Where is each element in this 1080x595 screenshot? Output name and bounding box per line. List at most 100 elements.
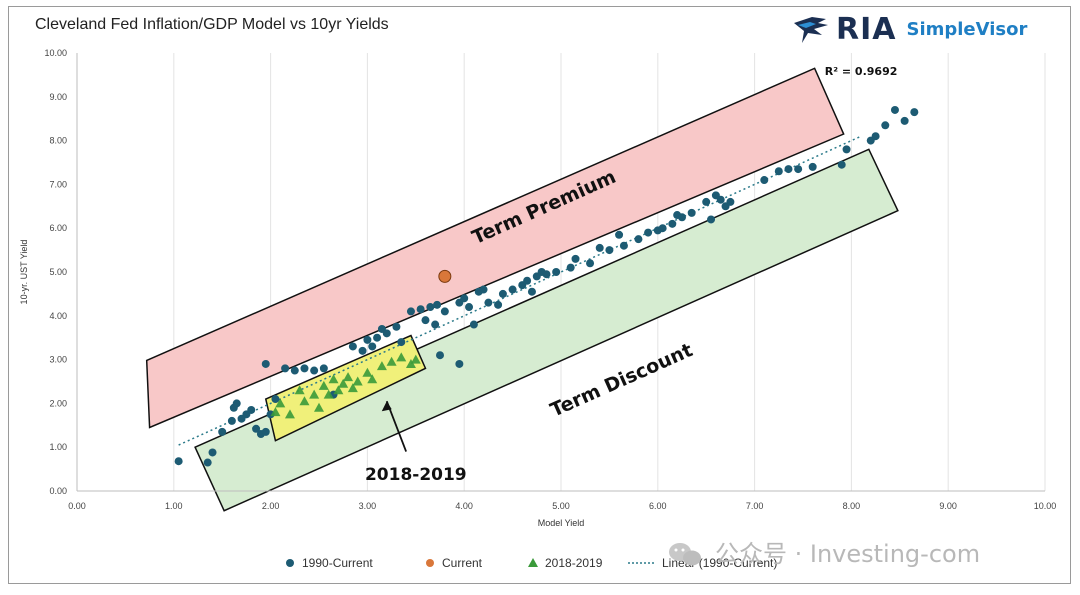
point-1990-current — [174, 457, 183, 466]
linear-trendline — [178, 135, 862, 446]
point-2018-2019 — [318, 380, 329, 390]
y-tick-label: 7.00 — [49, 179, 67, 189]
term-premium-band — [145, 67, 845, 429]
y-tick-label: 6.00 — [49, 223, 67, 233]
point-2018-2019 — [333, 385, 344, 395]
point-1990-current — [310, 366, 319, 375]
point-1990-current — [586, 259, 595, 268]
point-1990-current — [416, 305, 425, 314]
wechat-icon — [669, 543, 701, 566]
point-1990-current — [479, 285, 488, 294]
point-1990-current — [232, 399, 241, 408]
point-1990-current — [595, 243, 604, 252]
point-1990-current — [634, 235, 643, 244]
point-1990-current — [436, 351, 444, 360]
point-1990-current — [363, 335, 372, 344]
point-1990-current — [702, 197, 711, 206]
point-1990-current — [605, 246, 614, 255]
point-1990-current — [571, 254, 580, 263]
point-1990-current — [890, 105, 899, 114]
y-tick-label: 8.00 — [49, 136, 67, 146]
point-1990-current — [373, 333, 382, 342]
axes: 0.00 1.00 2.00 3.00 4.00 5.00 6.00 7.00 8.00 9.00… — [19, 48, 1056, 528]
point-1990-current — [808, 162, 817, 171]
point-1990-current — [871, 132, 880, 141]
point-1990-current — [523, 276, 532, 285]
annotation-arrow-line — [385, 400, 407, 452]
point-1990-current — [271, 395, 280, 404]
point-1990-current — [261, 427, 270, 436]
point-2018-2019 — [294, 385, 305, 395]
point-1990-current — [203, 458, 212, 467]
point-1990-current — [615, 230, 624, 239]
x-tick-label: 2.00 — [262, 501, 280, 511]
point-1990-current — [668, 219, 677, 228]
x-tick-label: 1.00 — [165, 501, 183, 511]
legend-label: Current — [442, 556, 483, 570]
point-2018-2019 — [362, 367, 373, 377]
point-2018-2019 — [367, 374, 378, 384]
point-2018-2019 — [299, 396, 310, 406]
y-tick-label: 10.00 — [44, 48, 67, 58]
point-1990-current — [261, 359, 270, 368]
point-1990-current — [716, 195, 725, 204]
point-1990-current — [552, 268, 561, 276]
chart-title: Cleveland Fed Inflation/GDP Model vs 10y… — [35, 16, 389, 33]
point-1990-current — [784, 165, 793, 174]
point-1990-current — [484, 298, 493, 307]
point-2018-2019 — [309, 389, 320, 399]
term-discount-band — [194, 148, 899, 512]
point-1990-current — [300, 364, 309, 373]
point-1990-current — [658, 224, 667, 233]
point-1990-current — [455, 359, 464, 368]
point-1990-current — [527, 287, 536, 296]
point-1990-current — [421, 316, 430, 325]
point-1990-current — [542, 270, 551, 279]
point-2018-2019 — [328, 374, 339, 384]
point-1990-current — [431, 320, 440, 329]
x-tick-label: 8.00 — [843, 501, 861, 511]
point-1990-current — [910, 108, 919, 117]
point-1990-current — [494, 300, 503, 309]
point-1990-current — [406, 307, 415, 316]
point-1990-current — [900, 116, 909, 125]
point-1990-current — [566, 263, 575, 272]
point-2018-2019 — [410, 354, 421, 364]
y-tick-label: 2.00 — [49, 398, 67, 408]
point-1990-current — [290, 366, 299, 375]
x-tick-label: 3.00 — [359, 501, 377, 511]
r-squared-label: R² = 0.9692 — [825, 65, 898, 78]
point-1990-current — [208, 448, 217, 457]
point-1990-current — [469, 320, 478, 329]
point-1990-current — [460, 294, 469, 303]
point-1990-current — [368, 342, 377, 351]
point-1990-current — [678, 213, 686, 222]
point-2018-2019 — [347, 383, 358, 393]
x-tick-label: 6.00 — [649, 501, 667, 511]
legend-marker — [426, 559, 434, 567]
eagle-logo-icon — [794, 17, 828, 43]
point-1990-current — [881, 121, 890, 130]
trendline — [178, 135, 862, 446]
point-2018-2019 — [275, 398, 286, 408]
logo-simplevisor-text: SimpleVisor — [906, 18, 1028, 40]
x-tick-label: 9.00 — [939, 501, 957, 511]
point-1990-current — [426, 303, 435, 312]
point-2018-2019 — [376, 361, 387, 371]
annotation-arrow-head — [381, 401, 392, 412]
point-1990-current — [358, 346, 367, 355]
x-tick-label: 5.00 — [552, 501, 570, 511]
point-2018-2019 — [314, 402, 324, 412]
point-2018-2019 — [343, 372, 354, 382]
point-1990-current — [687, 208, 696, 217]
x-tick-label: 10.00 — [1034, 501, 1057, 511]
point-1990-current — [433, 300, 442, 309]
legend-marker — [528, 558, 538, 567]
ria-simplevisor-logo: RIA SimpleVisor — [792, 12, 1028, 47]
point-1990-current — [760, 176, 769, 185]
point-1990-current — [774, 167, 783, 176]
point-1990-current — [348, 342, 357, 351]
point-1990-current — [247, 405, 256, 414]
x-tick-label: 0.00 — [68, 501, 86, 511]
